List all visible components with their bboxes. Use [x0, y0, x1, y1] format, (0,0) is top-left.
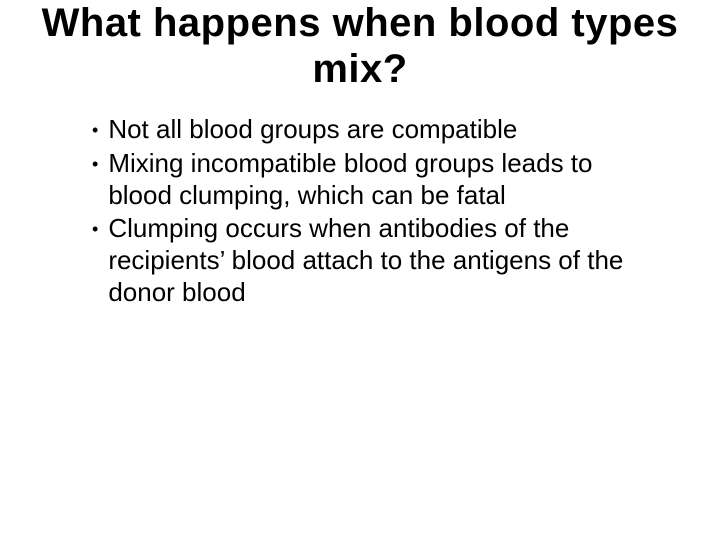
- slide-title: What happens when blood types mix?: [20, 0, 700, 92]
- bullet-text: Not all blood groups are compatible: [108, 114, 660, 146]
- bullet-icon: •: [92, 114, 98, 146]
- bullet-icon: •: [92, 148, 98, 180]
- list-item: • Mixing incompatible blood groups leads…: [92, 148, 660, 211]
- bullet-list: • Not all blood groups are compatible • …: [20, 114, 700, 309]
- bullet-icon: •: [92, 213, 98, 245]
- list-item: • Not all blood groups are compatible: [92, 114, 660, 146]
- list-item: • Clumping occurs when antibodies of the…: [92, 213, 660, 308]
- bullet-text: Clumping occurs when antibodies of the r…: [108, 213, 660, 308]
- bullet-text: Mixing incompatible blood groups leads t…: [108, 148, 660, 211]
- slide-container: What happens when blood types mix? • Not…: [0, 0, 720, 540]
